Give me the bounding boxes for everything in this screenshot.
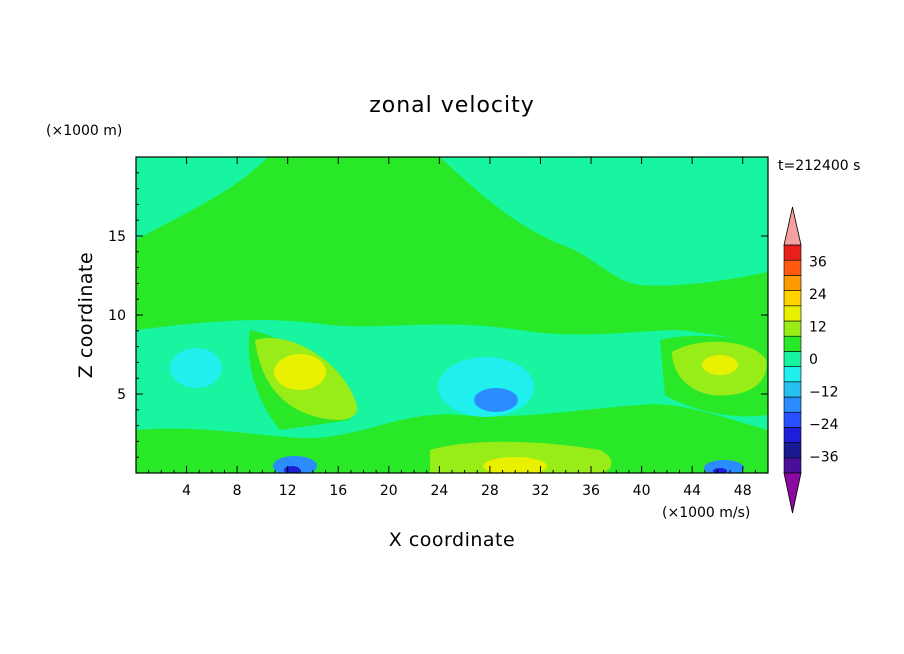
colorbar-label: −24 <box>809 417 839 433</box>
colorbar-segment <box>783 351 802 367</box>
x-tick-label: 48 <box>734 483 752 499</box>
x-unit-label: (×1000 m/s) <box>662 505 750 521</box>
y-tick-label: 10 <box>108 308 126 324</box>
contour-region-yellow-right <box>702 355 738 375</box>
contour-region-cyan-left <box>170 348 222 388</box>
colorbar-over-arrow <box>783 206 802 246</box>
contour-region-yellow-left <box>274 354 326 390</box>
contour-region-blue-bottom-left <box>273 456 317 473</box>
colorbar-segment <box>783 275 802 291</box>
y-axis-label: Z coordinate <box>75 252 97 378</box>
colorbar-segment <box>783 427 802 443</box>
colorbar-label: 0 <box>809 352 818 368</box>
x-tick-label: 28 <box>481 483 499 499</box>
contour-region-darkblue-bottom-right <box>713 468 727 473</box>
contour-region-blue-center <box>474 388 518 412</box>
colorbar-label: 12 <box>809 319 827 335</box>
colorbar: 36 24 12 0 −12 −24 −36 <box>783 206 839 514</box>
colorbar-segment <box>783 396 802 413</box>
colorbar-segment <box>783 457 802 474</box>
colorbar-segment <box>783 411 802 428</box>
x-tick-label: 20 <box>380 483 398 499</box>
chart-title: zonal velocity <box>369 93 535 118</box>
contour-plot <box>136 157 768 473</box>
colorbar-label: −36 <box>809 450 839 466</box>
colorbar-segment <box>783 381 802 398</box>
colorbar-label: 24 <box>809 287 827 303</box>
y-tick-label: 5 <box>117 387 126 403</box>
colorbar-segment <box>783 259 802 276</box>
colorbar-under-arrow <box>783 472 802 514</box>
x-tick-label: 8 <box>233 483 242 499</box>
x-tick-label: 36 <box>582 483 600 499</box>
colorbar-segment <box>783 290 802 307</box>
x-tick-label: 24 <box>430 483 448 499</box>
contour-region-yellow-bottom <box>483 457 547 473</box>
x-tick-label: 12 <box>279 483 297 499</box>
colorbar-segment <box>783 305 802 322</box>
colorbar-segment <box>783 366 802 383</box>
x-tick-label: 32 <box>532 483 550 499</box>
colorbar-segment <box>783 244 802 261</box>
x-tick-label: 44 <box>683 483 701 499</box>
colorbar-segment <box>783 335 802 352</box>
colorbar-label: −12 <box>809 385 839 401</box>
y-unit-label: (×1000 m) <box>46 123 122 139</box>
colorbar-segment <box>783 442 802 459</box>
x-tick-label: 40 <box>633 483 651 499</box>
colorbar-label: 36 <box>809 254 827 270</box>
contour-band-green-lower <box>136 404 768 473</box>
x-axis-label: X coordinate <box>389 529 515 551</box>
time-label: t=212400 s <box>778 158 860 174</box>
y-tick-label: 15 <box>108 229 126 245</box>
colorbar-segment <box>783 320 802 337</box>
x-tick-label: 4 <box>182 483 191 499</box>
x-tick-label: 16 <box>329 483 347 499</box>
